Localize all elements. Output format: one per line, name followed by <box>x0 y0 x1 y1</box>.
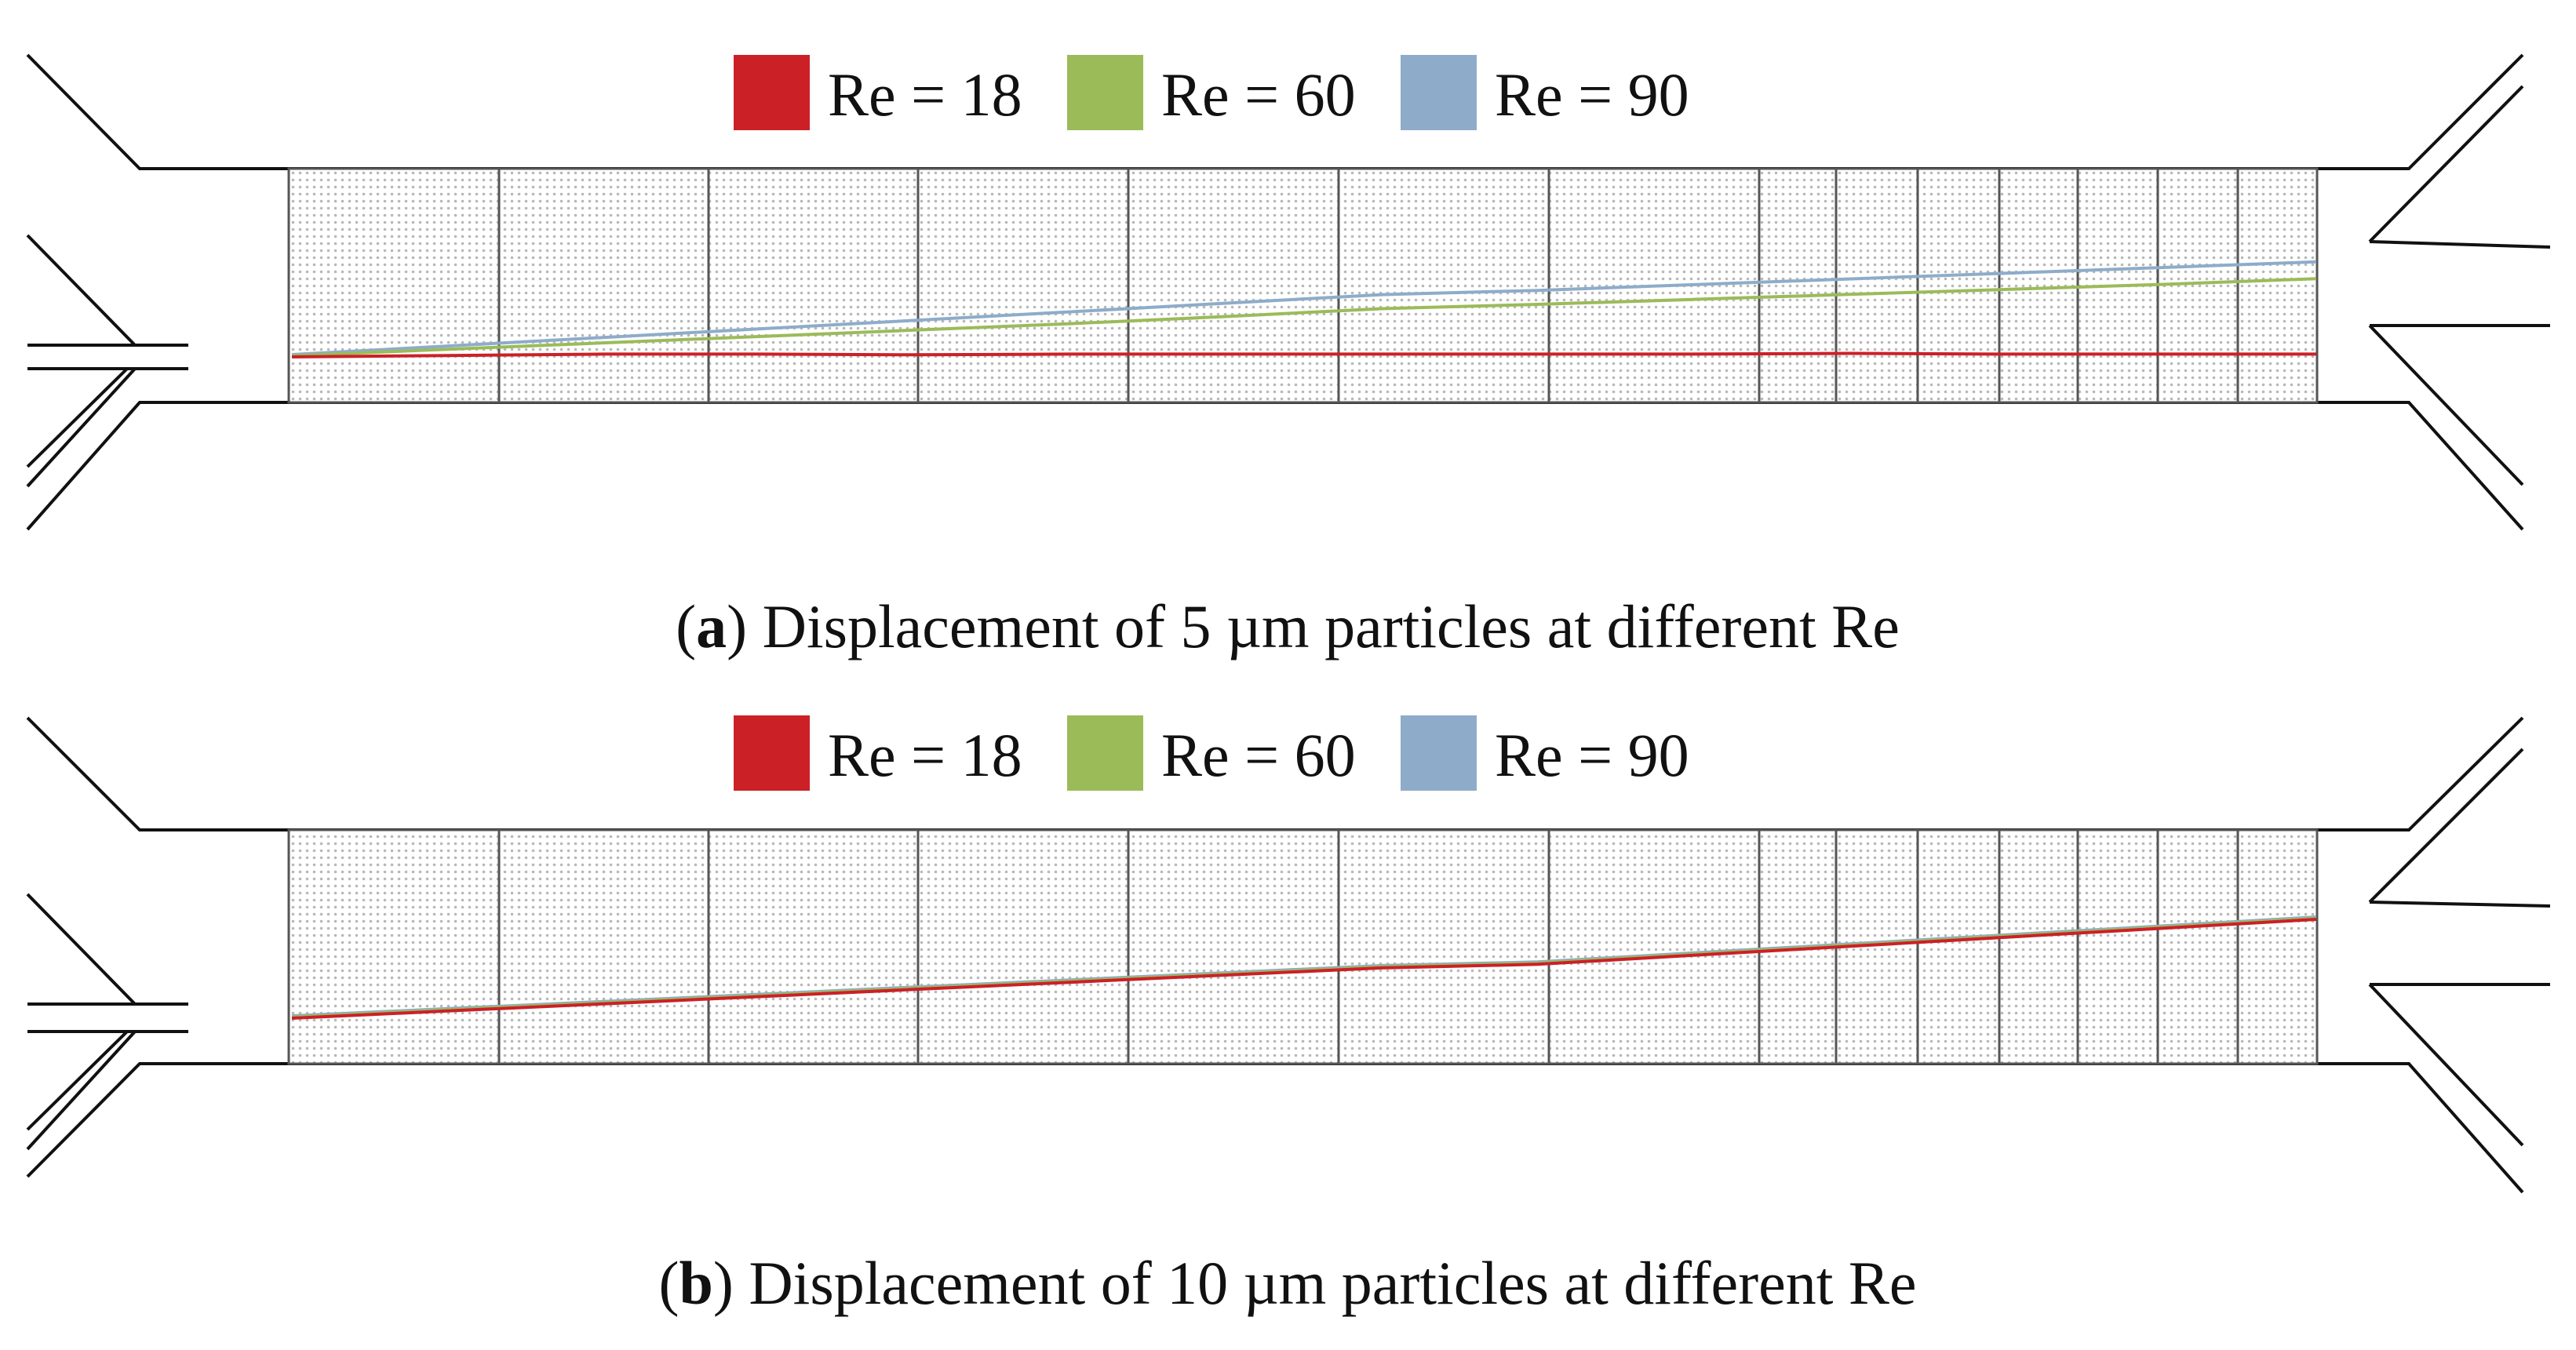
legend-a-label-re90: Re = 90 <box>1495 60 1689 129</box>
legend-b-label-re90: Re = 90 <box>1495 721 1689 789</box>
caption-b-letter: b <box>679 1249 712 1317</box>
caption-a: (a) Displacement of 5 µm particles at di… <box>676 592 1900 660</box>
panel-b: Re = 18 Re = 60 Re = 90 <box>26 715 2551 1317</box>
legend-a-label-re60: Re = 60 <box>1161 60 1356 129</box>
trajectory-re60 <box>291 277 2317 358</box>
dld-array-b <box>287 828 2319 1065</box>
panel-a: Re = 18 Re = 60 Re = 90 <box>26 53 2551 660</box>
trajectories-b <box>291 915 2317 1020</box>
caption-b-text: Displacement of 10 µm particles at diffe… <box>749 1249 1916 1317</box>
legend-b: Re = 18 Re = 60 Re = 90 <box>734 715 1689 791</box>
trajectories-a <box>291 260 2317 358</box>
legend-b-swatch-re60 <box>1067 715 1143 791</box>
dld-array-a <box>287 167 2319 404</box>
legend-b-label-re60: Re = 60 <box>1161 721 1356 789</box>
legend-b-swatch-re18 <box>734 715 810 791</box>
legend-b-swatch-re90 <box>1401 715 1477 791</box>
legend-a: Re = 18 Re = 60 Re = 90 <box>734 55 1689 130</box>
caption-b: (b) Displacement of 10 µm particles at d… <box>658 1249 1916 1317</box>
trajectory-re18 <box>291 351 2316 358</box>
legend-b-label-re18: Re = 18 <box>828 721 1022 789</box>
legend-a-swatch-re60 <box>1067 55 1143 130</box>
caption-a-letter: a <box>696 592 727 660</box>
legend-a-swatch-re90 <box>1401 55 1477 130</box>
legend-a-swatch-re18 <box>734 55 810 130</box>
trajectory-re90 <box>291 260 2317 356</box>
caption-a-text: Displacement of 5 µm particles at differ… <box>763 592 1900 660</box>
trajectory-re18 <box>291 918 2317 1020</box>
legend-a-label-re18: Re = 18 <box>828 60 1022 129</box>
